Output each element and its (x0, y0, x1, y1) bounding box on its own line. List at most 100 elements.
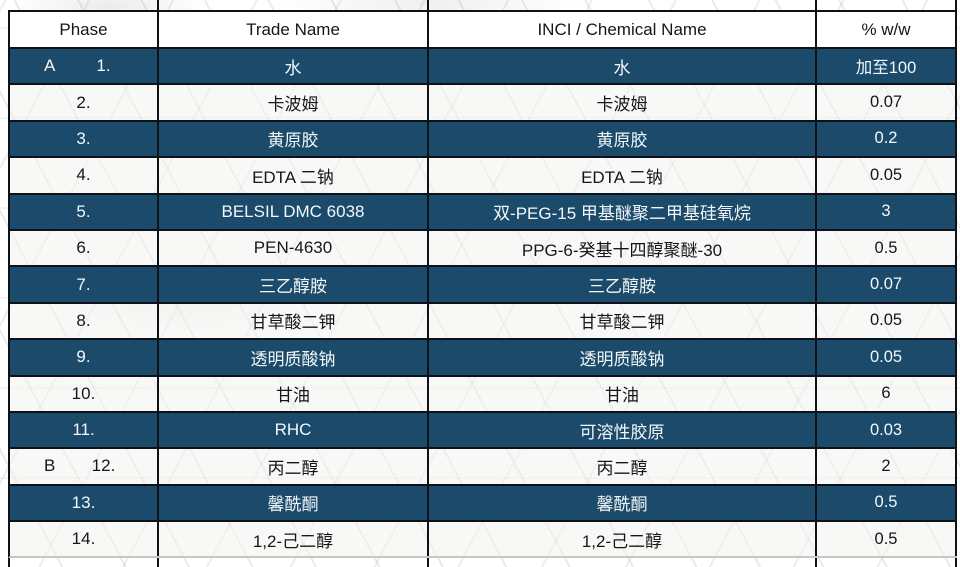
row-number: 2. (76, 92, 91, 112)
percent-cell: 2 (817, 449, 957, 484)
phase-cell: 11. (10, 412, 159, 448)
table-header-row: Phase Trade Name INCI / Chemical Name % … (8, 10, 957, 49)
phase-cell: 9. (10, 340, 159, 375)
phase-cell (10, 558, 159, 567)
trade-name-cell (159, 558, 429, 567)
phase-cell: 13. (10, 485, 159, 521)
row-number: 3. (76, 128, 91, 148)
inci-name-cell: 水 (429, 49, 817, 84)
trade-name-cell: 三乙醇胺 (159, 267, 429, 302)
row-number: 13. (71, 492, 96, 512)
column-header-inci: INCI / Chemical Name (429, 12, 817, 47)
percent-cell: 0.07 (817, 267, 957, 302)
trade-name-cell: EDTA 二钠 (159, 158, 429, 193)
trade-name-cell (159, 0, 429, 10)
trade-name-cell: 馨酰酮 (159, 485, 429, 521)
inci-name-cell: 1,2-己二醇 (429, 522, 817, 557)
table-row: 11. RHC 可溶性胶原 0.03 (8, 412, 957, 450)
phase-cell: 10. (10, 376, 159, 411)
trade-name-cell: 甘油 (159, 376, 429, 411)
trade-name-cell: 1,2-己二醇 (159, 522, 429, 557)
row-number: 6. (76, 238, 91, 258)
inci-name-cell: 卡波姆 (429, 85, 817, 120)
trade-name-cell: 黄原胶 (159, 121, 429, 157)
trade-name-cell: 甘草酸二钾 (159, 303, 429, 339)
trade-name-cell: PEN-4630 (159, 230, 429, 266)
table-row-cropped-bottom (8, 558, 957, 567)
phase-letter: B (44, 456, 56, 476)
trade-name-cell: 卡波姆 (159, 85, 429, 120)
table-row: 8. 甘草酸二钾 甘草酸二钾 0.05 (8, 303, 957, 341)
table-row: 14. 1,2-己二醇 1,2-己二醇 0.5 (8, 522, 957, 559)
row-number: 8. (76, 310, 91, 330)
table-row: A 1. 水水加至100 (8, 49, 957, 86)
percent-cell: 0.05 (817, 340, 957, 375)
trade-name-cell: BELSIL DMC 6038 (159, 194, 429, 229)
inci-name-cell: EDTA 二钠 (429, 158, 817, 193)
row-number: 7. (76, 274, 91, 294)
inci-name-cell: 三乙醇胺 (429, 267, 817, 302)
row-number: 10. (71, 383, 96, 403)
inci-name-cell: 甘油 (429, 376, 817, 411)
column-header-trade: Trade Name (159, 12, 429, 47)
row-number: 1. (96, 56, 111, 76)
inci-name-cell (429, 558, 817, 567)
column-header-percent: % w/w (817, 12, 957, 47)
percent-cell: 0.5 (817, 522, 957, 557)
row-number: 5. (76, 201, 91, 221)
phase-cell: 3. (10, 121, 159, 157)
inci-name-cell: 黄原胶 (429, 121, 817, 157)
percent-cell (817, 0, 957, 10)
table-row: 13. 馨酰酮 馨酰酮 0.5 (8, 485, 957, 523)
phase-cell: 2. (10, 85, 159, 120)
column-header-phase: Phase (10, 12, 159, 47)
phase-cell: 4. (10, 158, 159, 193)
phase-cell: A 1. (10, 49, 159, 84)
trade-name-cell: 水 (159, 49, 429, 84)
percent-cell: 0.5 (817, 485, 957, 521)
table-row-cropped-top (8, 0, 957, 10)
percent-cell: 0.05 (817, 303, 957, 339)
inci-name-cell: 甘草酸二钾 (429, 303, 817, 339)
row-number: 14. (71, 529, 96, 549)
percent-cell: 3 (817, 194, 957, 229)
trade-name-cell: 丙二醇 (159, 449, 429, 484)
inci-name-cell: 馨酰酮 (429, 485, 817, 521)
table-row: 4. EDTA 二钠 EDTA 二钠 0.05 (8, 158, 957, 195)
percent-cell: 0.07 (817, 85, 957, 120)
phase-cell: 14. (10, 522, 159, 557)
percent-cell (817, 558, 957, 567)
inci-name-cell: 丙二醇 (429, 449, 817, 484)
inci-name-cell: 双-PEG-15 甲基醚聚二甲基硅氧烷 (429, 194, 817, 229)
inci-name-cell (429, 0, 817, 10)
formula-table: Phase Trade Name INCI / Chemical Name % … (8, 0, 957, 567)
table-row: B 12. 丙二醇 丙二醇 2 (8, 449, 957, 486)
percent-cell: 6 (817, 376, 957, 411)
table-row: 5. BELSIL DMC 6038 双-PEG-15 甲基醚聚二甲基硅氧烷 3 (8, 194, 957, 231)
table-body: A 1. 水水加至100 2. 卡波姆 卡波姆 0.07 3. 黄原胶 黄原胶 0.2 4. EDTA … (8, 49, 957, 559)
trade-name-cell: 透明质酸钠 (159, 340, 429, 375)
table-row: 9. 透明质酸钠 透明质酸钠 0.05 (8, 340, 957, 377)
percent-cell: 0.5 (817, 230, 957, 266)
row-number: 12. (91, 456, 116, 476)
row-number: 11. (72, 420, 95, 440)
inci-name-cell: 透明质酸钠 (429, 340, 817, 375)
trade-name-cell: RHC (159, 412, 429, 448)
phase-letter: A (44, 56, 56, 76)
phase-cell: B 12. (10, 449, 159, 484)
phase-cell: 8. (10, 303, 159, 339)
phase-cell: 6. (10, 230, 159, 266)
row-number: 9. (76, 347, 91, 367)
inci-name-cell: 可溶性胶原 (429, 412, 817, 448)
table-row: 2. 卡波姆 卡波姆 0.07 (8, 85, 957, 122)
percent-cell: 0.03 (817, 412, 957, 448)
row-number: 4. (76, 165, 91, 185)
table-row: 7. 三乙醇胺 三乙醇胺 0.07 (8, 267, 957, 304)
phase-cell: 5. (10, 194, 159, 229)
table-row: 10. 甘油 甘油 6 (8, 376, 957, 413)
percent-cell: 0.05 (817, 158, 957, 193)
table-row: 6. PEN-4630 PPG-6-癸基十四醇聚醚-30 0.5 (8, 230, 957, 268)
phase-cell (10, 0, 159, 10)
inci-name-cell: PPG-6-癸基十四醇聚醚-30 (429, 230, 817, 266)
